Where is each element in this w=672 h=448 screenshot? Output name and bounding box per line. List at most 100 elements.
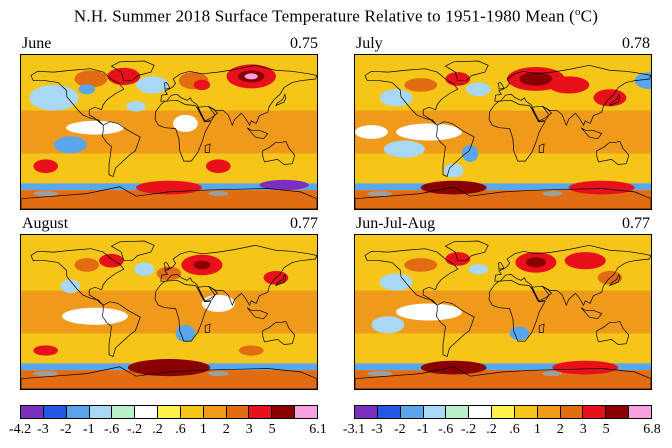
coastline-uk: [497, 261, 505, 270]
coastline-greenland: [110, 60, 155, 82]
coastline-northAmerica: [364, 68, 459, 126]
panel-label-june: June: [22, 35, 52, 52]
coastline-japan: [609, 273, 621, 287]
colorbar-right-tick: -.6: [438, 422, 454, 437]
coastline-antarctica: [355, 366, 651, 389]
colorbar-right-tick: -2: [394, 422, 406, 437]
colorbar-left-tick: 5: [268, 422, 276, 437]
coastline-madagascar: [538, 323, 545, 333]
map-june: [20, 54, 318, 210]
coastline-africa: [154, 99, 212, 162]
colorbar-left-ticks: -4.2 -3 -2 -1 -.6 -.2 .2 .6 1 2 3 5 6.1: [9, 422, 327, 440]
colorbar-left-tick: 6.1: [309, 422, 327, 437]
coastline-indonesia: [580, 307, 603, 320]
colorbar-left-tick: .6: [175, 422, 186, 437]
map-jja: [354, 234, 652, 390]
coastline-antarctica: [355, 186, 651, 209]
colorbar-left-swatch: [203, 406, 227, 418]
colorbar-right: [354, 405, 652, 419]
coastline-australia: [262, 140, 296, 165]
colorbar-left-tick: -4.2: [8, 422, 32, 437]
coastline-japan: [275, 273, 287, 287]
coastline-japan: [609, 93, 621, 107]
colorbar-right-tick: .2: [486, 422, 497, 437]
colorbar-right-swatch: [469, 406, 493, 418]
colorbar-right-swatch: [583, 406, 607, 418]
colorbar-left-swatch: [272, 406, 296, 418]
map-august-field: [21, 235, 317, 389]
coastline-arabia: [531, 285, 553, 302]
colorbar-right-tick: 2: [556, 422, 564, 437]
panel-label-august: August: [22, 215, 69, 232]
colorbar-left-tick: 3: [245, 422, 253, 437]
coastline-madagascar: [538, 143, 545, 153]
colorbar-left-tick: -.2: [127, 422, 143, 437]
coastline-eurasia: [160, 244, 317, 307]
coastline-eurasia: [494, 64, 651, 127]
coastline-madagascar: [204, 143, 211, 153]
colorbar-left-swatch: [226, 406, 250, 418]
colorbar-left-tick: -3: [37, 422, 49, 437]
coastline-eurasia: [494, 244, 651, 307]
colorbar-right-swatch: [492, 406, 515, 418]
figure-title: N.H. Summer 2018 Surface Temperature Rel…: [73, 6, 599, 26]
panel-value-june: 0.75: [290, 35, 318, 52]
colorbar-left-swatch: [89, 406, 113, 418]
colorbar-left-swatch: [180, 406, 204, 418]
colorbar-right-swatch: [606, 406, 630, 418]
colorbar-right-swatch: [629, 406, 651, 418]
colorbar-right-swatch: [514, 406, 538, 418]
coastline-arabia: [197, 285, 219, 302]
colorbar-right-swatch: [423, 406, 447, 418]
colorbar-right-ticks: -3.1 -3 -2 -1 -.6 -.2 .2 .6 1 2 3 5 6.8: [343, 422, 661, 440]
colorbar-right-swatch: [377, 406, 401, 418]
colorbar-right-tick: 1: [533, 422, 541, 437]
colorbar-left-tick: -2: [60, 422, 72, 437]
colorbar-left-swatch: [295, 406, 317, 418]
coastline-arabia: [197, 105, 219, 122]
coastline-africa: [154, 279, 212, 342]
map-june-field: [21, 55, 317, 209]
colorbar-left-tick: 1: [199, 422, 207, 437]
coastline-indonesia: [580, 127, 603, 140]
coastline-japan: [275, 93, 287, 107]
colorbar-left: [20, 405, 318, 419]
colorbar-right-tick: 6.8: [643, 422, 661, 437]
colorbar-right-swatch: [355, 406, 378, 418]
colorbar-right-tick: -3: [371, 422, 383, 437]
coastline-uk: [497, 81, 505, 90]
coastline-africa: [488, 279, 546, 342]
coastline-australia: [596, 320, 630, 345]
panel-value-jja: 0.77: [622, 215, 650, 232]
colorbar-left-swatch: [112, 406, 136, 418]
colorbar-left-swatch: [249, 406, 273, 418]
coastline-southAmerica: [436, 121, 475, 177]
coastline-southAmerica: [102, 301, 141, 357]
coastline-northAmerica: [30, 68, 125, 126]
colorbar-left-swatch: [21, 406, 44, 418]
coastline-africa: [488, 99, 546, 162]
map-july-field: [355, 55, 651, 209]
panel-value-july: 0.78: [622, 35, 650, 52]
coastline-uk: [163, 261, 171, 270]
colorbar-left-tick: -1: [82, 422, 95, 437]
colorbar-right-tick: .6: [509, 422, 520, 437]
coastline-southAmerica: [102, 121, 141, 177]
coastline-northAmerica: [30, 248, 125, 306]
coastline-antarctica: [21, 366, 317, 389]
map-july: [354, 54, 652, 210]
coastline-greenland: [110, 240, 155, 262]
colorbar-left-swatch: [135, 406, 159, 418]
colorbar-right-swatch: [446, 406, 470, 418]
coastline-arabia: [531, 105, 553, 122]
colorbar-right-tick: -1: [416, 422, 429, 437]
panel-label-july: July: [356, 35, 383, 52]
coastline-uk: [163, 81, 171, 90]
coastline-indonesia: [246, 127, 269, 140]
panel-value-august: 0.77: [290, 215, 318, 232]
colorbar-left-tick: -.6: [104, 422, 120, 437]
colorbar-left-swatch: [158, 406, 181, 418]
coastline-southAmerica: [436, 301, 475, 357]
colorbar-right-tick: -.2: [461, 422, 477, 437]
coastline-australia: [596, 140, 630, 165]
